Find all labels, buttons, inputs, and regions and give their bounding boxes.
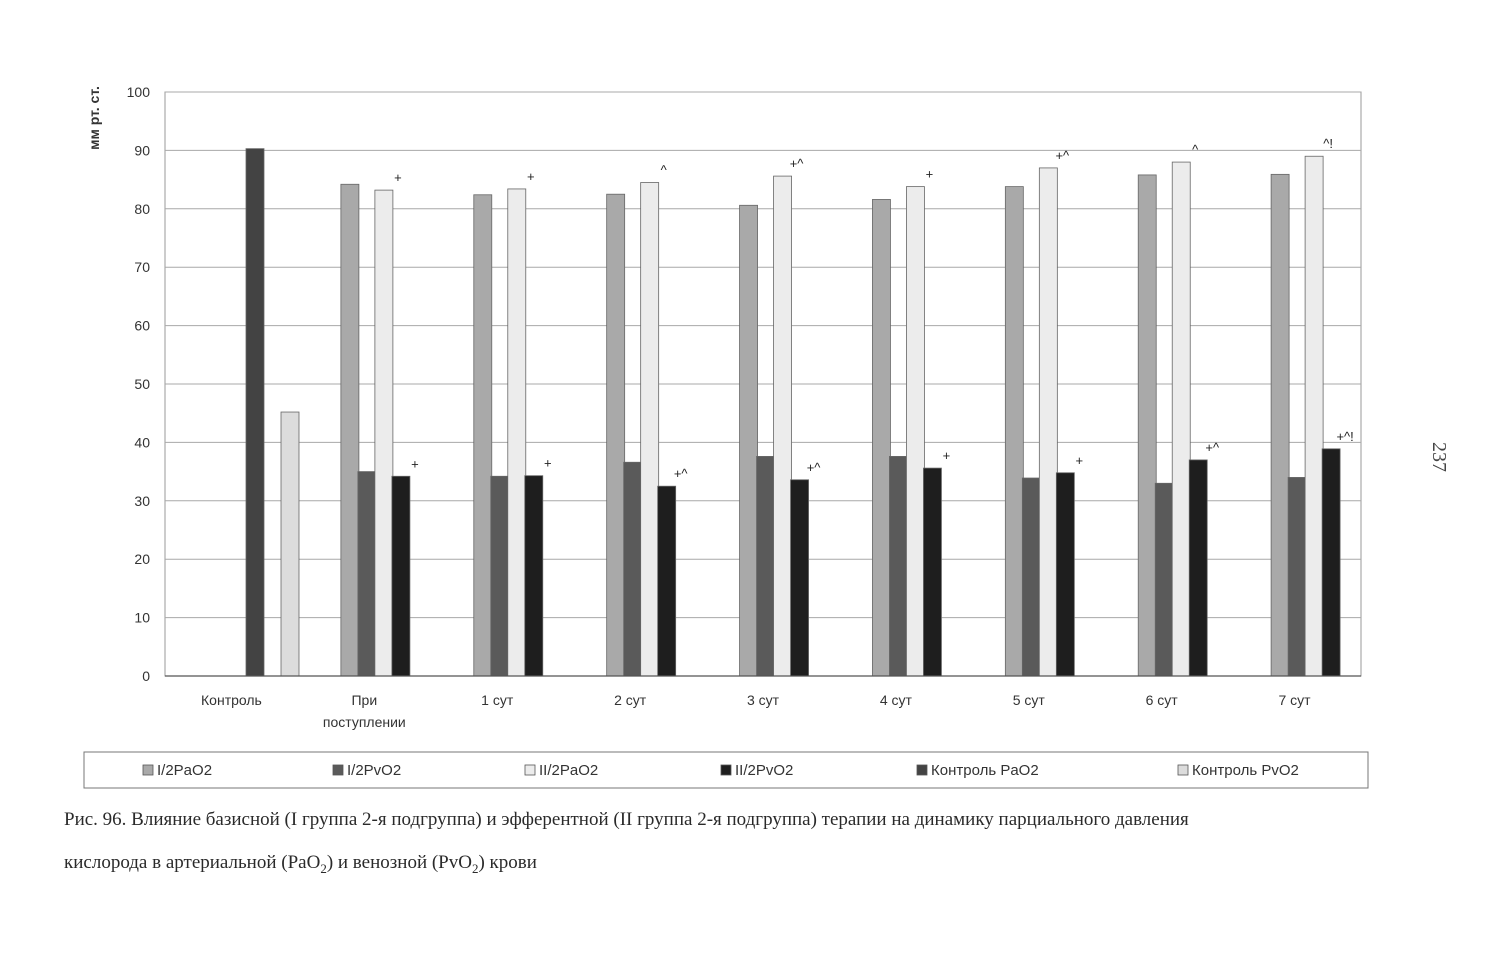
bar <box>1270 173 1290 677</box>
annotation-label: + <box>544 456 552 471</box>
legend-label: I/2PaO2 <box>157 762 212 779</box>
annotation-label: ^ <box>1192 142 1199 157</box>
bar <box>1137 174 1157 677</box>
x-tick-label: 5 сут <box>1013 692 1046 708</box>
annotation-label: + <box>926 167 934 182</box>
legend-swatch <box>524 764 536 776</box>
bar <box>490 475 510 677</box>
bar <box>640 182 660 677</box>
x-tick-label: 6 сут <box>1146 692 1179 708</box>
bar <box>606 193 626 677</box>
annotation-label: + <box>1076 453 1084 468</box>
bar <box>1171 161 1191 677</box>
y-tick-label: 60 <box>134 318 150 334</box>
y-tick-label: 80 <box>134 201 150 217</box>
bar <box>1154 482 1174 677</box>
bar <box>872 199 891 677</box>
caption-sub-1: 2 <box>320 860 327 876</box>
x-tick-label: Контроль <box>201 692 262 708</box>
x-tick-label: 7 сут <box>1279 692 1312 708</box>
caption-line-2-c: ) крови <box>478 852 537 873</box>
bar <box>906 186 925 677</box>
bar <box>1021 477 1041 677</box>
annotation-label: +^ <box>807 460 822 475</box>
annotation-label: ^ <box>661 163 668 178</box>
legend-swatch <box>916 764 928 776</box>
y-tick-label: 90 <box>134 142 150 158</box>
annotation-label: +^ <box>790 156 805 171</box>
page-number: 237 <box>1428 442 1450 472</box>
x-tick-label: 3 сут <box>747 692 780 708</box>
bar <box>657 485 677 677</box>
caption-line-2-b: ) и венозной (PvO <box>326 852 472 873</box>
bar <box>1321 448 1341 677</box>
significance-annotations: ++++^+^+^+^+++^+^+^^!+^! <box>394 136 1354 481</box>
bar <box>280 411 300 677</box>
legend-label: I/2PvO2 <box>347 762 401 779</box>
y-axis-ticks: 0 10 20 30 40 50 60 70 80 90 100 <box>127 84 151 684</box>
bar <box>391 475 411 677</box>
figure-caption: Рис. 96. Влияние базисной (I группа 2-я … <box>64 798 1404 890</box>
bar <box>1304 155 1324 677</box>
y-tick-label: 100 <box>127 84 151 100</box>
bar <box>1188 459 1208 677</box>
legend-swatch <box>720 764 732 776</box>
x-tick-label: 4 сут <box>880 692 913 708</box>
legend-swatch <box>1177 764 1189 776</box>
annotation-label: ^! <box>1323 136 1333 151</box>
legend-label: Контроль PvO2 <box>1192 762 1299 779</box>
bar <box>790 479 809 677</box>
bar <box>1055 472 1075 677</box>
bar <box>374 189 394 677</box>
x-tick-label: 2 сут <box>614 692 647 708</box>
x-axis-labels: Контроль При поступлении 1 сут 2 сут 3 сут 4 с… <box>201 692 1311 730</box>
caption-line-1: Рис. 96. Влияние базисной (I группа 2-я … <box>64 809 1189 830</box>
caption-sub-2: 2 <box>471 860 479 876</box>
y-tick-label: 10 <box>134 610 150 626</box>
y-tick-label: 30 <box>134 493 150 509</box>
bar <box>773 175 792 677</box>
bar <box>739 204 758 677</box>
bar <box>923 467 942 677</box>
x-tick-label: При <box>351 692 377 708</box>
bar <box>1038 167 1058 677</box>
bar <box>623 461 643 677</box>
annotation-label: +^ <box>674 466 689 481</box>
y-tick-label: 40 <box>134 434 150 450</box>
legend-label: II/2PaO2 <box>539 762 598 779</box>
bar <box>245 148 265 677</box>
annotation-label: + <box>527 169 535 184</box>
x-tick-label-line2: поступлении <box>323 714 406 730</box>
bar <box>1287 477 1307 677</box>
legend-label: Контроль PaO2 <box>931 762 1039 779</box>
bar <box>756 456 775 677</box>
bar <box>524 475 544 677</box>
bar <box>473 194 493 677</box>
bar <box>1004 186 1024 677</box>
y-tick-label: 0 <box>142 668 150 684</box>
bar <box>357 471 377 677</box>
annotation-label: +^! <box>1336 429 1353 444</box>
bar <box>507 188 527 677</box>
annotation-label: +^ <box>1055 148 1070 163</box>
bar <box>889 456 908 677</box>
legend-label: II/2PvO2 <box>735 762 793 779</box>
y-tick-label: 70 <box>134 259 150 275</box>
annotation-label: +^ <box>1205 440 1220 455</box>
bar <box>340 183 360 677</box>
caption-line-2-a: кислорода в артериальной (PaO <box>64 852 321 873</box>
x-tick-label: 1 сут <box>481 692 514 708</box>
legend-items: I/2PaO2 I/2PvO2 II/2PaO2 II/2PvO2 Контроль P… <box>142 762 1299 779</box>
y-tick-label: 50 <box>134 376 150 392</box>
annotation-label: + <box>943 448 951 463</box>
y-tick-label: 20 <box>134 551 150 567</box>
annotation-label: + <box>411 456 419 471</box>
bars <box>245 148 1341 677</box>
legend-swatch <box>142 764 154 776</box>
legend-swatch <box>332 764 344 776</box>
annotation-label: + <box>394 170 402 185</box>
y-axis-label: мм рт. ст. <box>86 86 102 150</box>
